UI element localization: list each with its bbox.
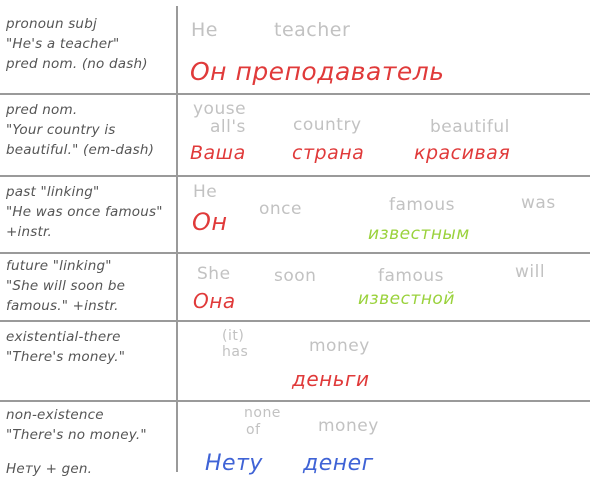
row-divider: [0, 175, 590, 177]
note-line: "He was once famous": [6, 204, 163, 220]
row-note: pred nom. "Your country is beautiful." (…: [6, 100, 174, 160]
gloss-word: soon: [274, 266, 317, 286]
gloss-word: was: [521, 193, 556, 213]
gloss-word: beautiful: [430, 117, 510, 137]
gloss-word: money: [318, 416, 379, 436]
gloss-word: He: [193, 182, 218, 202]
gloss-word: She: [197, 264, 231, 284]
note-line: +instr.: [6, 224, 52, 240]
row-note: past "linking" "He was once famous" +ins…: [6, 182, 174, 242]
gloss-word: of: [246, 422, 261, 438]
gloss-word: all's: [210, 117, 246, 137]
column-divider: [176, 6, 178, 472]
russian-word: денег: [303, 451, 374, 476]
gloss-word: has: [222, 344, 249, 360]
russian-word: известной: [358, 289, 455, 309]
row-note: future "linking" "She will soon be famou…: [6, 256, 174, 316]
gloss-word: famous: [378, 266, 444, 286]
note-line: "There's no money.": [6, 427, 147, 443]
row-divider: [0, 400, 590, 402]
note-line: past "linking": [6, 184, 100, 200]
gloss-word: He: [191, 19, 218, 41]
russian-sentence: Он преподаватель: [190, 57, 445, 86]
russian-word: Ваша: [190, 142, 246, 164]
row-divider: [0, 320, 590, 322]
note-line: beautiful." (em-dash): [6, 142, 155, 158]
note-line: future "linking": [6, 258, 112, 274]
row-divider: [0, 252, 590, 254]
russian-word: Она: [193, 289, 236, 313]
note-line: pronoun subj: [6, 16, 97, 32]
note-line: famous." +instr.: [6, 298, 119, 314]
note-line: "He's a teacher": [6, 36, 120, 52]
gloss-word: will: [515, 262, 546, 282]
note-line: existential-there: [6, 329, 121, 345]
gloss-word: youse: [193, 99, 247, 119]
gloss-word: once: [259, 199, 302, 219]
russian-word: Нету: [205, 451, 263, 476]
row-note: non-existence "There's no money." Нету +…: [6, 405, 174, 479]
note-line: pred nom. (no dash): [6, 56, 148, 72]
russian-word: деньги: [292, 367, 370, 391]
note-line: Нету + gen.: [6, 461, 93, 477]
russian-word: известным: [368, 224, 470, 244]
gloss-word: country: [293, 115, 362, 135]
gloss-word: famous: [389, 195, 455, 215]
note-line: "Your country is: [6, 122, 116, 138]
russian-word: страна: [292, 142, 365, 164]
note-line: "She will soon be: [6, 278, 126, 294]
gloss-word: (it): [222, 328, 245, 344]
gloss-word: teacher: [274, 19, 351, 41]
gloss-word: none: [244, 405, 281, 421]
russian-word: красивая: [414, 142, 511, 164]
note-line: non-existence: [6, 407, 104, 423]
row-divider: [0, 93, 590, 95]
gloss-word: money: [309, 336, 370, 356]
row-note: pronoun subj "He's a teacher" pred nom. …: [6, 14, 174, 74]
row-note: existential-there "There's money.": [6, 327, 174, 367]
russian-word: Он: [192, 208, 228, 236]
note-line: "There's money.": [6, 349, 126, 365]
note-line: pred nom.: [6, 102, 78, 118]
